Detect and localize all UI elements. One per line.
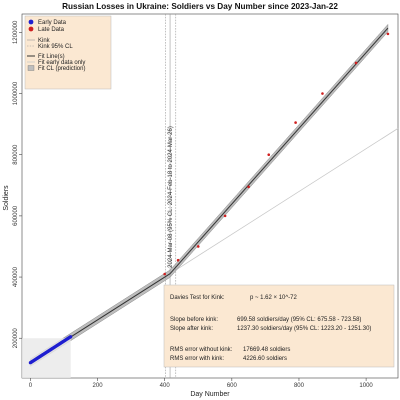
early-cl-block	[22, 338, 71, 378]
legend: Early Data Late Data Kink Kink 95% CL Fi…	[24, 15, 112, 90]
rms-without-label: RMS error without kink:	[170, 347, 233, 353]
davies-label: Davies Test for Kink:	[170, 295, 225, 301]
legend-fit-label: Fit Line(s)	[38, 54, 65, 60]
slope-before-value: 699.58 soldiers/day (95% CL: 675.58 - 72…	[237, 317, 361, 323]
davies-p-value: p ~ 1.62 × 10^-72	[250, 295, 298, 301]
stats-box: Davies Test for Kink: p ~ 1.62 × 10^-72 …	[163, 284, 395, 368]
legend-kink-cl-label: Kink 95% CL	[38, 44, 73, 50]
legend-box	[24, 15, 112, 90]
late-data-point	[247, 185, 250, 189]
slope-after-label: Slope after kink:	[170, 326, 213, 332]
y-tick-label: 800000	[13, 144, 19, 165]
y-tick-label: 1200000	[13, 20, 19, 44]
x-tick-label: 0	[29, 383, 33, 389]
late-data-point	[354, 61, 358, 65]
legend-late-marker	[28, 26, 34, 32]
x-tick-label: 600	[227, 383, 238, 389]
legend-fit-cl-label: Fit CL (prediction)	[38, 66, 85, 72]
x-tick-label: 800	[294, 383, 305, 389]
fit-line-after	[169, 27, 389, 275]
stats-box-background	[163, 284, 395, 368]
x-axis-title: Day Number	[190, 391, 230, 398]
late-data-point	[176, 258, 180, 262]
x-tick-label: 400	[160, 383, 171, 389]
late-data-point	[321, 92, 324, 95]
y-axis-title: Soldiers	[3, 185, 10, 211]
early-data-point	[69, 335, 73, 339]
late-data-point	[267, 153, 271, 157]
late-data-point	[163, 272, 166, 276]
fit-cl-band	[30, 23, 389, 367]
late-data-point	[196, 245, 200, 248]
x-tick-label: 1000	[359, 383, 373, 389]
late-data-point	[386, 32, 390, 36]
legend-fit-cl-swatch	[27, 65, 35, 71]
chart-title: Russian Losses in Ukraine: Soldiers vs D…	[62, 2, 338, 11]
kink-annotation: 2024-Mar-08 (95% CL: 2024-Feb-18 to 2024…	[168, 126, 174, 268]
late-data-point	[294, 121, 297, 124]
legend-early-marker	[28, 19, 34, 25]
legend-fit-early-label: Fit early data only	[38, 60, 85, 66]
rms-without-value: 17669.48 soldiers	[243, 347, 290, 353]
legend-late-label: Late Data	[38, 27, 65, 33]
slope-after-value: 1237.30 soldiers/day (95% CL: 1223.20 - …	[237, 326, 371, 332]
slope-before-label: Slope before kink:	[170, 317, 218, 323]
rms-with-value: 4226.60 soldiers	[243, 356, 287, 362]
fit-early-extension	[169, 128, 399, 275]
y-tick-label: 200000	[13, 328, 19, 349]
y-tick-label: 600000	[13, 205, 19, 226]
legend-kink-label: Kink	[38, 38, 51, 44]
rms-with-label: RMS error with kink:	[170, 356, 224, 362]
legend-early-label: Early Data	[38, 20, 67, 26]
y-tick-label: 1000000	[13, 81, 19, 105]
y-tick-label: 400000	[13, 266, 19, 287]
late-data-point	[223, 214, 227, 218]
x-tick-label: 200	[93, 383, 104, 389]
